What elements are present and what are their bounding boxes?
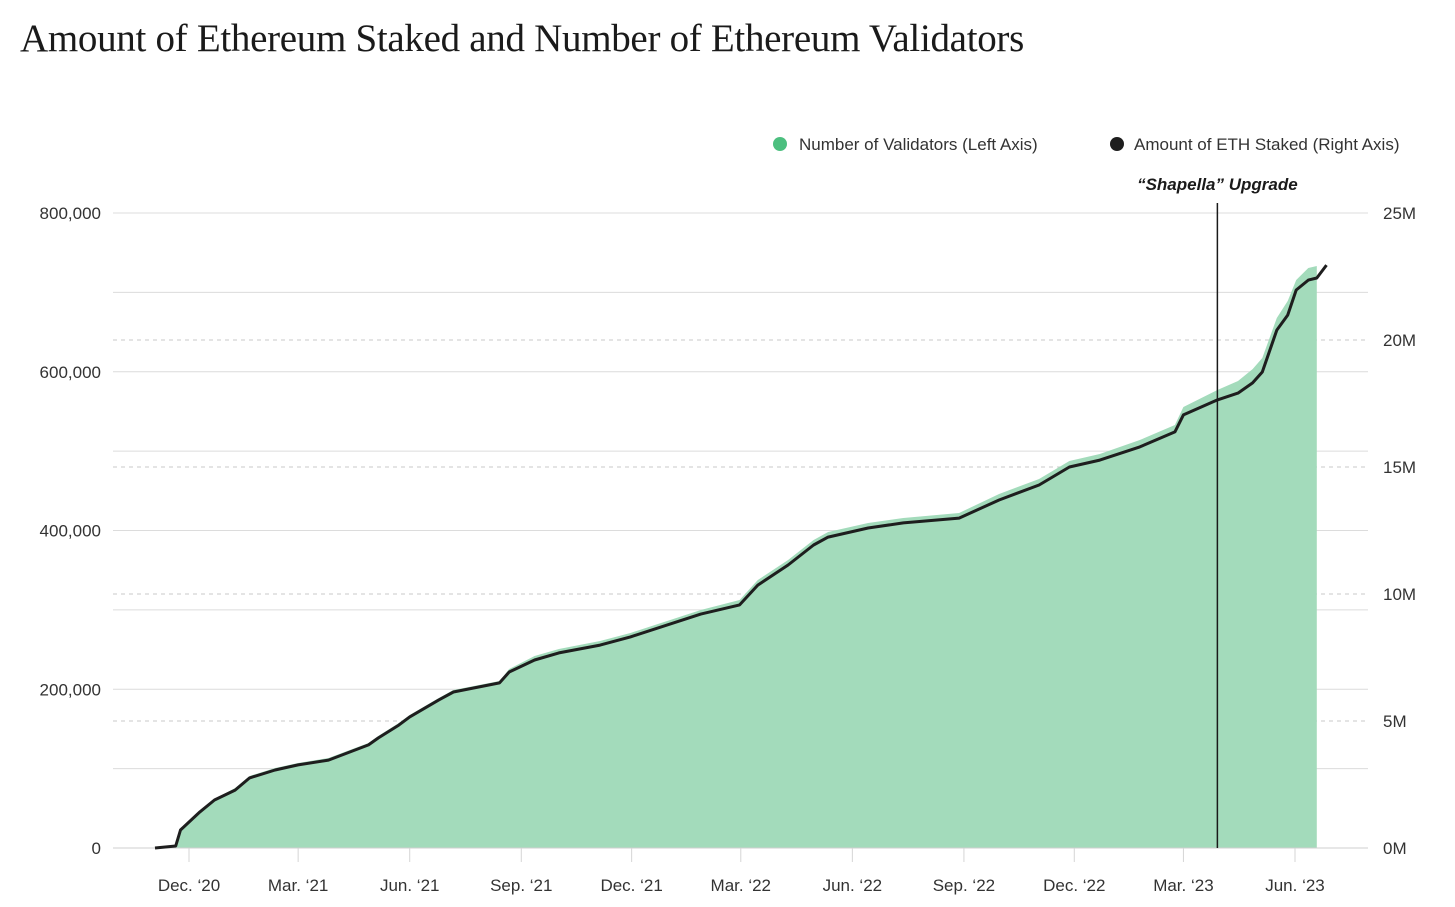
right-tick-label: 0M [1383,839,1407,858]
chart-title: Amount of Ethereum Staked and Number of … [20,17,1024,60]
x-tick-label: Mar. ‘21 [268,876,328,895]
x-tick-label: Dec. ‘21 [600,876,662,895]
x-tick-label: Sep. ‘22 [933,876,995,895]
x-tick-label: Jun. ‘23 [1265,876,1325,895]
shapella-annotation: “Shapella” Upgrade [1137,175,1298,194]
legend-eth-staked-marker [1110,137,1124,151]
left-tick-label: 400,000 [40,522,101,541]
x-tick-label: Mar. ‘23 [1153,876,1213,895]
x-tick-label: Sep. ‘21 [490,876,552,895]
left-tick-label: 0 [92,839,101,858]
right-tick-label: 20M [1383,331,1416,350]
right-tick-label: 5M [1383,712,1407,731]
validators-area [175,266,1317,848]
x-tick-label: Jun. ‘22 [823,876,883,895]
left-tick-label: 600,000 [40,363,101,382]
left-tick-label: 200,000 [40,680,101,699]
left-tick-label: 800,000 [40,204,101,223]
legend-validators-label: Number of Validators (Left Axis) [799,135,1038,154]
x-tick-label: Jun. ‘21 [380,876,440,895]
legend-validators-marker [773,137,787,151]
x-tick-label: Dec. ‘22 [1043,876,1105,895]
right-tick-label: 15M [1383,458,1416,477]
right-tick-label: 25M [1383,204,1416,223]
legend-eth-staked-label: Amount of ETH Staked (Right Axis) [1134,135,1400,154]
right-tick-label: 10M [1383,585,1416,604]
x-tick-label: Dec. ‘20 [158,876,220,895]
x-tick-label: Mar. ‘22 [711,876,771,895]
eth-staked-line [154,264,1328,850]
